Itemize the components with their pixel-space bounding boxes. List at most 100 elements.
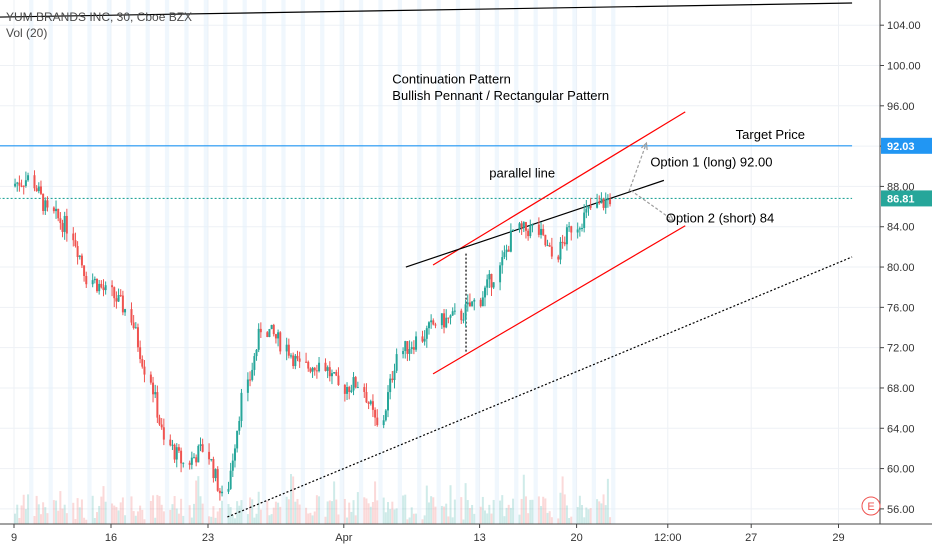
volume-bar — [55, 500, 58, 524]
candle-body — [609, 199, 612, 205]
time-tick-label: 9 — [11, 532, 17, 544]
price-tick-label: 100.00 — [887, 61, 921, 73]
candle-body — [354, 377, 357, 388]
volume-bar — [136, 511, 139, 524]
volume-bar — [376, 500, 379, 524]
volume-bar — [486, 513, 489, 524]
candle-body — [451, 311, 454, 316]
candle-body — [190, 457, 193, 465]
volume-bar — [393, 509, 396, 524]
session-band — [339, 0, 344, 524]
candle-body — [561, 241, 564, 243]
volume-bar — [589, 508, 592, 524]
candle-body — [481, 297, 484, 307]
price-label-box — [881, 190, 932, 207]
volume-bar — [367, 503, 370, 524]
candle-body — [177, 447, 180, 451]
volume-bar — [240, 500, 243, 524]
volume-bar — [559, 492, 562, 524]
candle-body — [350, 390, 353, 392]
session-band — [126, 0, 131, 524]
candle-body — [606, 199, 609, 201]
candle-body — [479, 299, 482, 307]
candle-body — [37, 186, 40, 192]
price-tick-label: 64.00 — [887, 423, 915, 435]
volume-bar — [354, 515, 357, 524]
session-band — [378, 0, 383, 524]
candle-body — [512, 229, 515, 231]
volume-bar — [557, 518, 560, 524]
candle-body — [410, 347, 413, 349]
candle-body — [520, 223, 523, 228]
candle-body — [559, 241, 562, 260]
session-band — [29, 0, 34, 524]
candle-body — [544, 234, 547, 246]
time-tick-label: 13 — [473, 532, 485, 544]
candle-body — [542, 228, 545, 235]
volume-bar — [565, 505, 568, 524]
volume-bar — [492, 499, 495, 524]
volume-bar — [39, 514, 42, 524]
volume-bar — [193, 503, 196, 524]
session-band — [261, 0, 267, 524]
volume-bar — [272, 507, 275, 524]
annotation-text: Option 2 (short) 84 — [666, 211, 774, 226]
candle-body — [18, 182, 21, 186]
candle-body — [16, 182, 19, 184]
candle-body — [42, 193, 45, 211]
volume-bar — [387, 502, 390, 524]
volume-bar — [453, 499, 456, 524]
volume-bar — [253, 517, 256, 524]
volume-bar — [548, 511, 551, 524]
candle-body — [113, 287, 116, 299]
candle-body — [279, 332, 282, 352]
candle-body — [76, 246, 79, 258]
volume-bar — [318, 496, 321, 524]
volume-bar — [443, 506, 446, 524]
volume-bar — [578, 495, 581, 524]
candle-body — [156, 392, 159, 418]
candle-body — [141, 359, 144, 367]
volume-bar — [587, 509, 590, 524]
drawn-line — [0, 2, 853, 18]
price-tick-label: 56.00 — [887, 504, 915, 516]
candle-body — [367, 402, 370, 404]
candle-body — [78, 255, 81, 258]
volume-bar — [326, 501, 329, 524]
volume-bar — [384, 512, 387, 524]
candle-body — [548, 245, 551, 247]
candle-body — [160, 424, 163, 428]
volume-bar — [464, 483, 467, 524]
volume-bar — [190, 517, 193, 524]
volume-bar — [173, 496, 176, 524]
session-band — [67, 0, 73, 524]
volume-bar — [488, 504, 491, 524]
candle-body — [130, 309, 133, 323]
candle-body — [268, 329, 271, 338]
candle-body — [59, 218, 62, 224]
candle-body — [274, 334, 277, 339]
volume-bar — [229, 507, 232, 524]
volume-bar — [550, 517, 553, 524]
candle-body — [175, 447, 178, 460]
volume-bar — [162, 511, 165, 524]
volume-bar — [600, 503, 603, 524]
volume-bar — [296, 498, 299, 524]
price-tick-label: 96.00 — [887, 101, 915, 113]
candle-body — [93, 278, 96, 281]
candle-body — [292, 355, 295, 367]
candle-body — [180, 450, 183, 464]
volume-bar — [177, 513, 180, 524]
candle-body — [333, 372, 336, 374]
candle-body — [443, 313, 446, 328]
volume-bar — [113, 505, 116, 524]
candle-body — [149, 374, 152, 383]
volume-bar — [371, 501, 374, 524]
volume-bar — [609, 517, 612, 524]
candle-body — [315, 370, 318, 372]
option-2-arrow — [630, 189, 674, 222]
volume-bar — [78, 507, 81, 524]
candle-body — [134, 327, 137, 329]
